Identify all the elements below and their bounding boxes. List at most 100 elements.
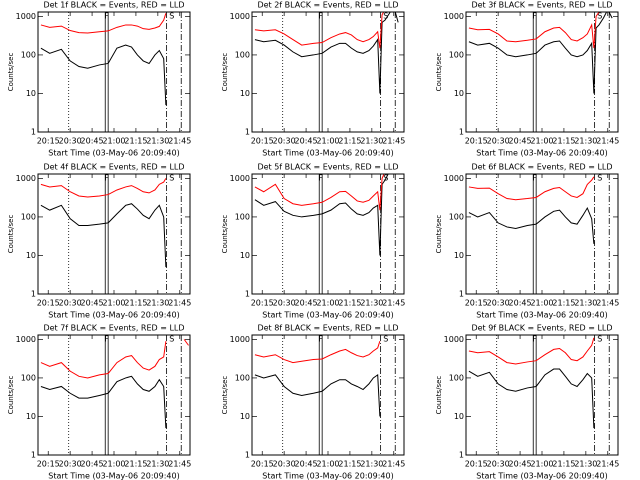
annotation: F (104, 12, 109, 21)
y-tick-label: 10 (26, 251, 36, 260)
x-axis-label: Start Time (03-May-06 20:09:40) (476, 472, 607, 480)
plot-frame (37, 173, 191, 295)
x-tick-label: 20:30 (59, 137, 82, 146)
x-tick-label: 20:30 (59, 299, 82, 308)
x-axis-label: Start Time (03-May-06 20:09:40) (476, 149, 607, 158)
y-axis-label: Counts/sec (221, 215, 229, 254)
panel-title: Det 1f BLACK = Events, RED = LLD (43, 1, 184, 10)
x-tick-label: 20:45 (81, 299, 104, 308)
x-tick-label: 20:15 (465, 460, 488, 469)
y-tick-label: 1000 (16, 174, 36, 183)
panel-title: Det 4f BLACK = Events, RED = LLD (43, 163, 184, 172)
x-axis-label: Start Time (03-May-06 20:09:40) (262, 472, 393, 480)
series-line (40, 178, 167, 198)
y-tick-label: 10 (240, 412, 250, 421)
y-tick-label: 1000 (16, 335, 36, 344)
series-line (40, 13, 167, 34)
x-tick-label: 21:45 (168, 299, 191, 308)
series-line (254, 373, 381, 417)
y-tick-label: 100 (21, 373, 36, 382)
y-tick-label: 1 (459, 128, 464, 137)
x-tick-label: 21:15 (338, 460, 361, 469)
x-tick-label: 21:00 (102, 137, 125, 146)
x-tick-label: 21:15 (124, 137, 147, 146)
y-tick-label: 1 (245, 290, 250, 299)
panel-title: Det 7f BLACK = Events, RED = LLD (43, 324, 184, 333)
x-tick-label: 21:00 (102, 460, 125, 469)
annotation: F (532, 335, 537, 344)
annotation: F (104, 174, 109, 183)
x-tick-label: 20:15 (251, 460, 274, 469)
x-tick-label: 20:15 (37, 299, 60, 308)
y-tick-label: 1000 (230, 174, 250, 183)
y-tick-label: 1 (245, 128, 250, 137)
y-tick-label: 10 (454, 89, 464, 98)
x-tick-label: 21:15 (552, 299, 575, 308)
x-tick-label: 20:30 (487, 299, 510, 308)
annotation: S (169, 12, 174, 21)
x-tick-label: 21:30 (360, 460, 383, 469)
x-tick-label: 21:30 (146, 137, 169, 146)
y-axis-label: Counts/sec (435, 53, 443, 92)
x-tick-label: 21:00 (530, 299, 553, 308)
plot-frame (251, 334, 405, 456)
annotation: S (383, 12, 388, 21)
x-tick-label: 20:15 (465, 299, 488, 308)
y-tick-label: 100 (449, 373, 464, 382)
y-tick-label: 100 (235, 373, 250, 382)
x-tick-label: 20:45 (509, 299, 532, 308)
x-tick-label: 21:15 (124, 460, 147, 469)
series-line (468, 337, 595, 365)
x-tick-label: 21:45 (382, 299, 405, 308)
y-tick-label: 1 (459, 290, 464, 299)
y-tick-label: 1 (459, 451, 464, 460)
y-tick-label: 1 (245, 451, 250, 460)
plot-frame (465, 11, 619, 133)
x-tick-label: 21:15 (552, 137, 575, 146)
panel: Det 7f BLACK = Events, RED = LLD Start Ti… (7, 324, 191, 480)
plot-frame (37, 334, 191, 456)
x-axis-label: Start Time (03-May-06 20:09:40) (262, 149, 393, 158)
plot-frame (465, 334, 619, 456)
y-axis-label: Counts/sec (7, 53, 15, 92)
panel: Det 6f BLACK = Events, RED = LLD Start Ti… (435, 163, 619, 320)
y-tick-label: 10 (26, 89, 36, 98)
panel: Det 2f BLACK = Events, RED = LLD Start Ti… (221, 1, 405, 158)
panel-title: Det 9f BLACK = Events, RED = LLD (471, 324, 612, 333)
y-axis-label: Counts/sec (221, 53, 229, 92)
x-tick-label: 21:15 (338, 137, 361, 146)
x-tick-label: 21:45 (168, 460, 191, 469)
y-tick-label: 1 (31, 128, 36, 137)
y-tick-label: 1000 (230, 335, 250, 344)
y-tick-label: 10 (240, 89, 250, 98)
x-tick-label: 20:45 (81, 137, 104, 146)
y-tick-label: 1000 (230, 12, 250, 21)
y-tick-label: 1 (31, 290, 36, 299)
annotation: S (169, 335, 174, 344)
y-tick-label: 100 (235, 50, 250, 59)
x-tick-label: 20:30 (487, 460, 510, 469)
annotation: F (318, 335, 323, 344)
y-axis-label: Counts/sec (7, 215, 15, 254)
x-tick-label: 20:15 (465, 137, 488, 146)
x-tick-label: 21:30 (574, 460, 597, 469)
panel: Det 8f BLACK = Events, RED = LLD Start Ti… (221, 324, 405, 480)
panel-title: Det 5f BLACK = Events, RED = LLD (257, 163, 398, 172)
series-line (40, 44, 167, 106)
series-line (468, 176, 595, 201)
panel: Det 3f BLACK = Events, RED = LLD Start Ti… (435, 1, 619, 158)
x-tick-label: 21:00 (316, 137, 339, 146)
x-tick-label: 20:30 (273, 137, 296, 146)
x-tick-label: 20:15 (37, 137, 60, 146)
y-tick-label: 100 (21, 212, 36, 221)
x-tick-label: 21:00 (316, 460, 339, 469)
plot-frame (251, 11, 405, 133)
panel: Det 5f BLACK = Events, RED = LLD Start Ti… (221, 163, 405, 320)
x-tick-label: 21:30 (574, 299, 597, 308)
annotation: F (532, 174, 537, 183)
panel: Det 1f BLACK = Events, RED = LLD Start Ti… (7, 1, 191, 158)
series-line (468, 12, 600, 49)
panel: Det 9f BLACK = Events, RED = LLD Start Ti… (435, 324, 619, 480)
series-line (40, 339, 189, 379)
